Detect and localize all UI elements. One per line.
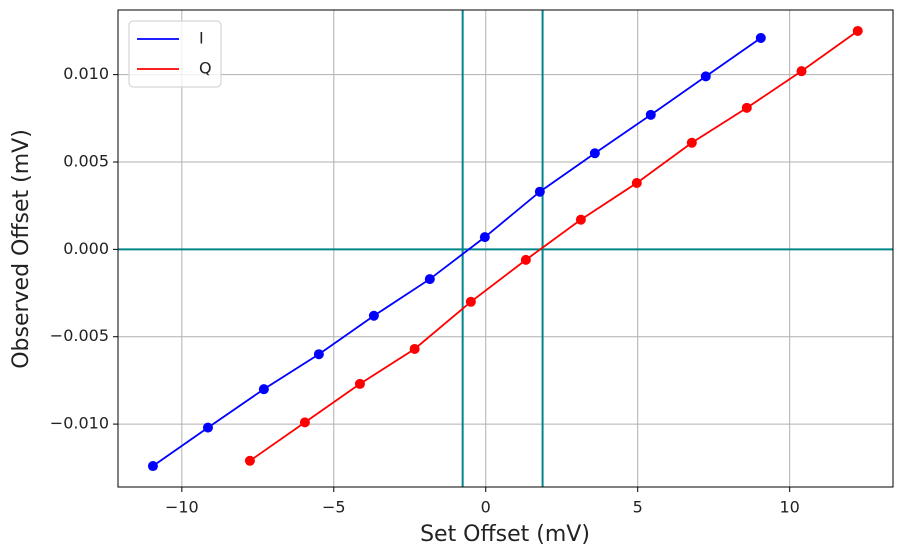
- data-point: [796, 66, 807, 77]
- data-point: [368, 310, 379, 321]
- data-point: [700, 71, 711, 82]
- series-line: [152, 37, 762, 467]
- x-axis-label: Set Offset (mV): [420, 522, 590, 547]
- data-point: [631, 177, 642, 188]
- data-point: [755, 32, 766, 43]
- data-point: [520, 254, 531, 265]
- data-point: [147, 461, 158, 472]
- y-tick-label: 0.010: [63, 64, 109, 83]
- x-tick-label: −5: [322, 498, 346, 517]
- x-tick-label: 5: [633, 498, 643, 517]
- data-point: [409, 343, 420, 354]
- data-point: [465, 296, 476, 307]
- data-point: [299, 417, 310, 428]
- data-point: [479, 232, 490, 243]
- data-point: [258, 384, 269, 395]
- legend-box: [128, 20, 222, 88]
- data-point: [534, 186, 545, 197]
- data-point: [741, 102, 752, 113]
- data-point: [424, 274, 435, 285]
- plot-frame: [117, 9, 894, 488]
- y-tick-label: 0.005: [63, 152, 109, 171]
- y-axis-label: Observed Offset (mV): [9, 129, 34, 369]
- x-tick-label: 10: [779, 498, 799, 517]
- data-point: [244, 455, 255, 466]
- series-line: [249, 30, 859, 462]
- data-point: [645, 109, 656, 120]
- y-tick-label: 0.000: [63, 239, 109, 258]
- data-point: [313, 349, 324, 360]
- x-tick-label: −10: [165, 498, 199, 517]
- data-point: [575, 214, 586, 225]
- data-point: [852, 25, 863, 36]
- legend-label: Q: [199, 59, 212, 78]
- data-point: [202, 422, 213, 433]
- x-tick-label: 0: [481, 498, 491, 517]
- y-tick-label: −0.010: [50, 414, 109, 433]
- data-point: [589, 148, 600, 159]
- data-point: [686, 137, 697, 148]
- legend-label: I: [199, 29, 204, 48]
- data-point: [354, 378, 365, 389]
- y-tick-label: −0.005: [50, 326, 109, 345]
